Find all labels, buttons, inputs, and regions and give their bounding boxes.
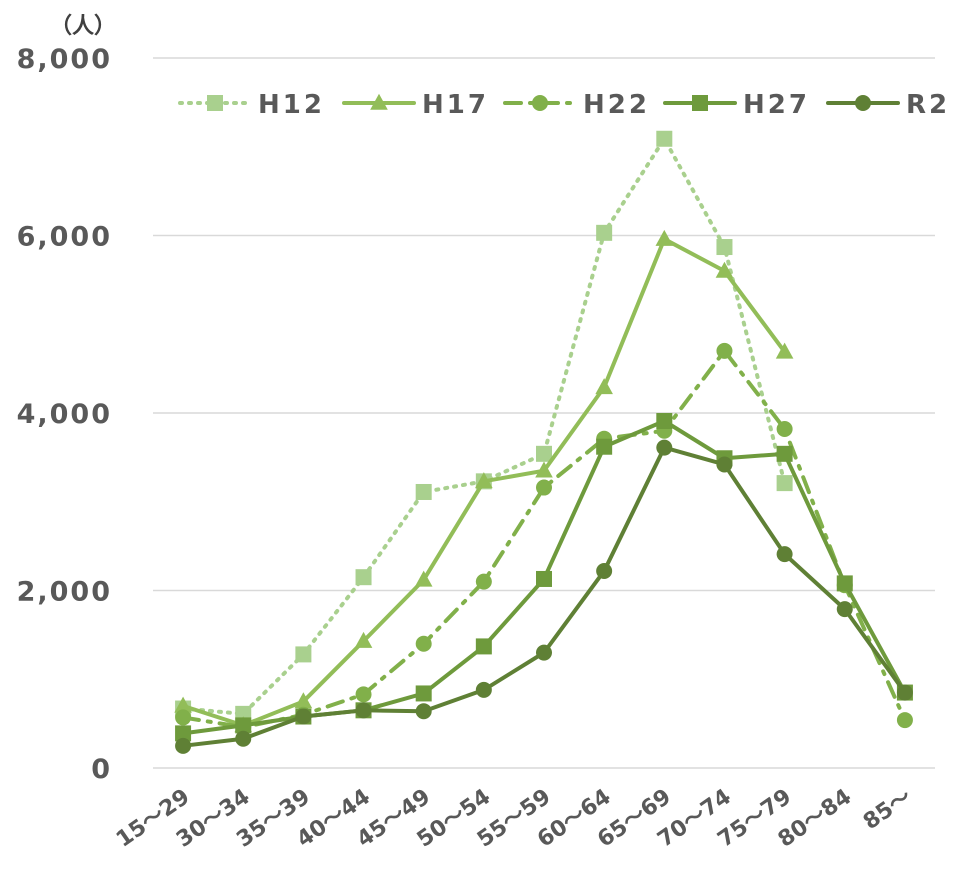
legend-marker [370, 93, 388, 110]
legend-marker [692, 95, 708, 111]
data-point [655, 229, 674, 246]
data-point [836, 575, 853, 592]
y-tick-label: 8,000 [17, 44, 112, 75]
legend: H12 H17 H22 H27 R2 [178, 90, 950, 120]
data-point [235, 730, 252, 747]
data-point [355, 702, 372, 719]
data-point [656, 130, 673, 147]
series-h12 [175, 130, 793, 722]
legend-item: R2 [826, 90, 950, 120]
x-axis-ticks: 15～2930～3435～3940～4445～4950～5455～5960～64… [112, 784, 916, 852]
legend-item: H17 [342, 90, 489, 120]
gridlines [153, 57, 935, 769]
y-tick-label: 6,000 [17, 222, 112, 253]
data-point [536, 570, 552, 587]
data-point [776, 475, 793, 492]
legend-label: R2 [906, 90, 950, 120]
data-point [896, 684, 913, 701]
legend-marker [207, 95, 223, 111]
data-point [355, 569, 372, 586]
series-lines [174, 130, 913, 754]
data-point [475, 573, 492, 590]
data-point [175, 725, 192, 742]
legend-label: H27 [743, 90, 810, 120]
series-r2 [175, 439, 913, 754]
series-line [181, 348, 907, 730]
data-point [475, 638, 492, 655]
data-point [596, 438, 613, 455]
legend-label: H12 [258, 90, 325, 120]
data-point [475, 681, 492, 698]
data-point [295, 646, 312, 663]
data-point [415, 483, 432, 500]
y-axis-unit-label: （人） [50, 14, 116, 39]
legend-item: H22 [503, 90, 650, 120]
data-point [354, 631, 373, 648]
x-tick-label: 85～ [859, 784, 916, 835]
data-point [776, 420, 793, 437]
data-point [836, 601, 853, 618]
legend-marker [532, 95, 548, 111]
data-point [355, 686, 372, 703]
data-point [414, 570, 433, 587]
data-point [415, 685, 432, 702]
data-point [175, 737, 192, 754]
data-point [656, 439, 673, 456]
data-point [536, 445, 552, 462]
series-line [181, 136, 787, 716]
data-point [596, 562, 613, 579]
data-point [596, 224, 613, 241]
data-point [776, 546, 793, 563]
y-tick-label: 0 [91, 754, 112, 785]
y-tick-label: 2,000 [17, 577, 112, 608]
data-point [174, 696, 192, 713]
series-h22 [175, 342, 913, 736]
data-point [716, 342, 733, 359]
data-point [715, 261, 734, 278]
data-point [896, 712, 913, 729]
data-point [294, 692, 313, 709]
data-point [235, 717, 252, 734]
data-point [535, 461, 553, 478]
data-point [656, 412, 673, 429]
y-axis-ticks: 0 2,000 4,000 6,000 8,000 [17, 44, 112, 785]
series-h17 [174, 229, 794, 733]
legend-item: H27 [663, 90, 810, 120]
data-point [475, 472, 493, 489]
legend-label: H17 [422, 90, 489, 120]
data-point [415, 635, 432, 652]
data-point [536, 644, 552, 661]
y-tick-label: 4,000 [17, 399, 112, 430]
data-point [776, 445, 793, 462]
data-point [595, 378, 613, 395]
data-point [716, 239, 733, 256]
data-point [415, 703, 432, 720]
data-point [175, 709, 192, 726]
legend-item: H12 [178, 90, 325, 120]
data-point [775, 342, 794, 359]
data-point [295, 708, 312, 725]
legend-label: H22 [583, 90, 650, 120]
data-point [536, 479, 552, 496]
data-point [716, 456, 733, 473]
legend-marker [855, 95, 871, 111]
